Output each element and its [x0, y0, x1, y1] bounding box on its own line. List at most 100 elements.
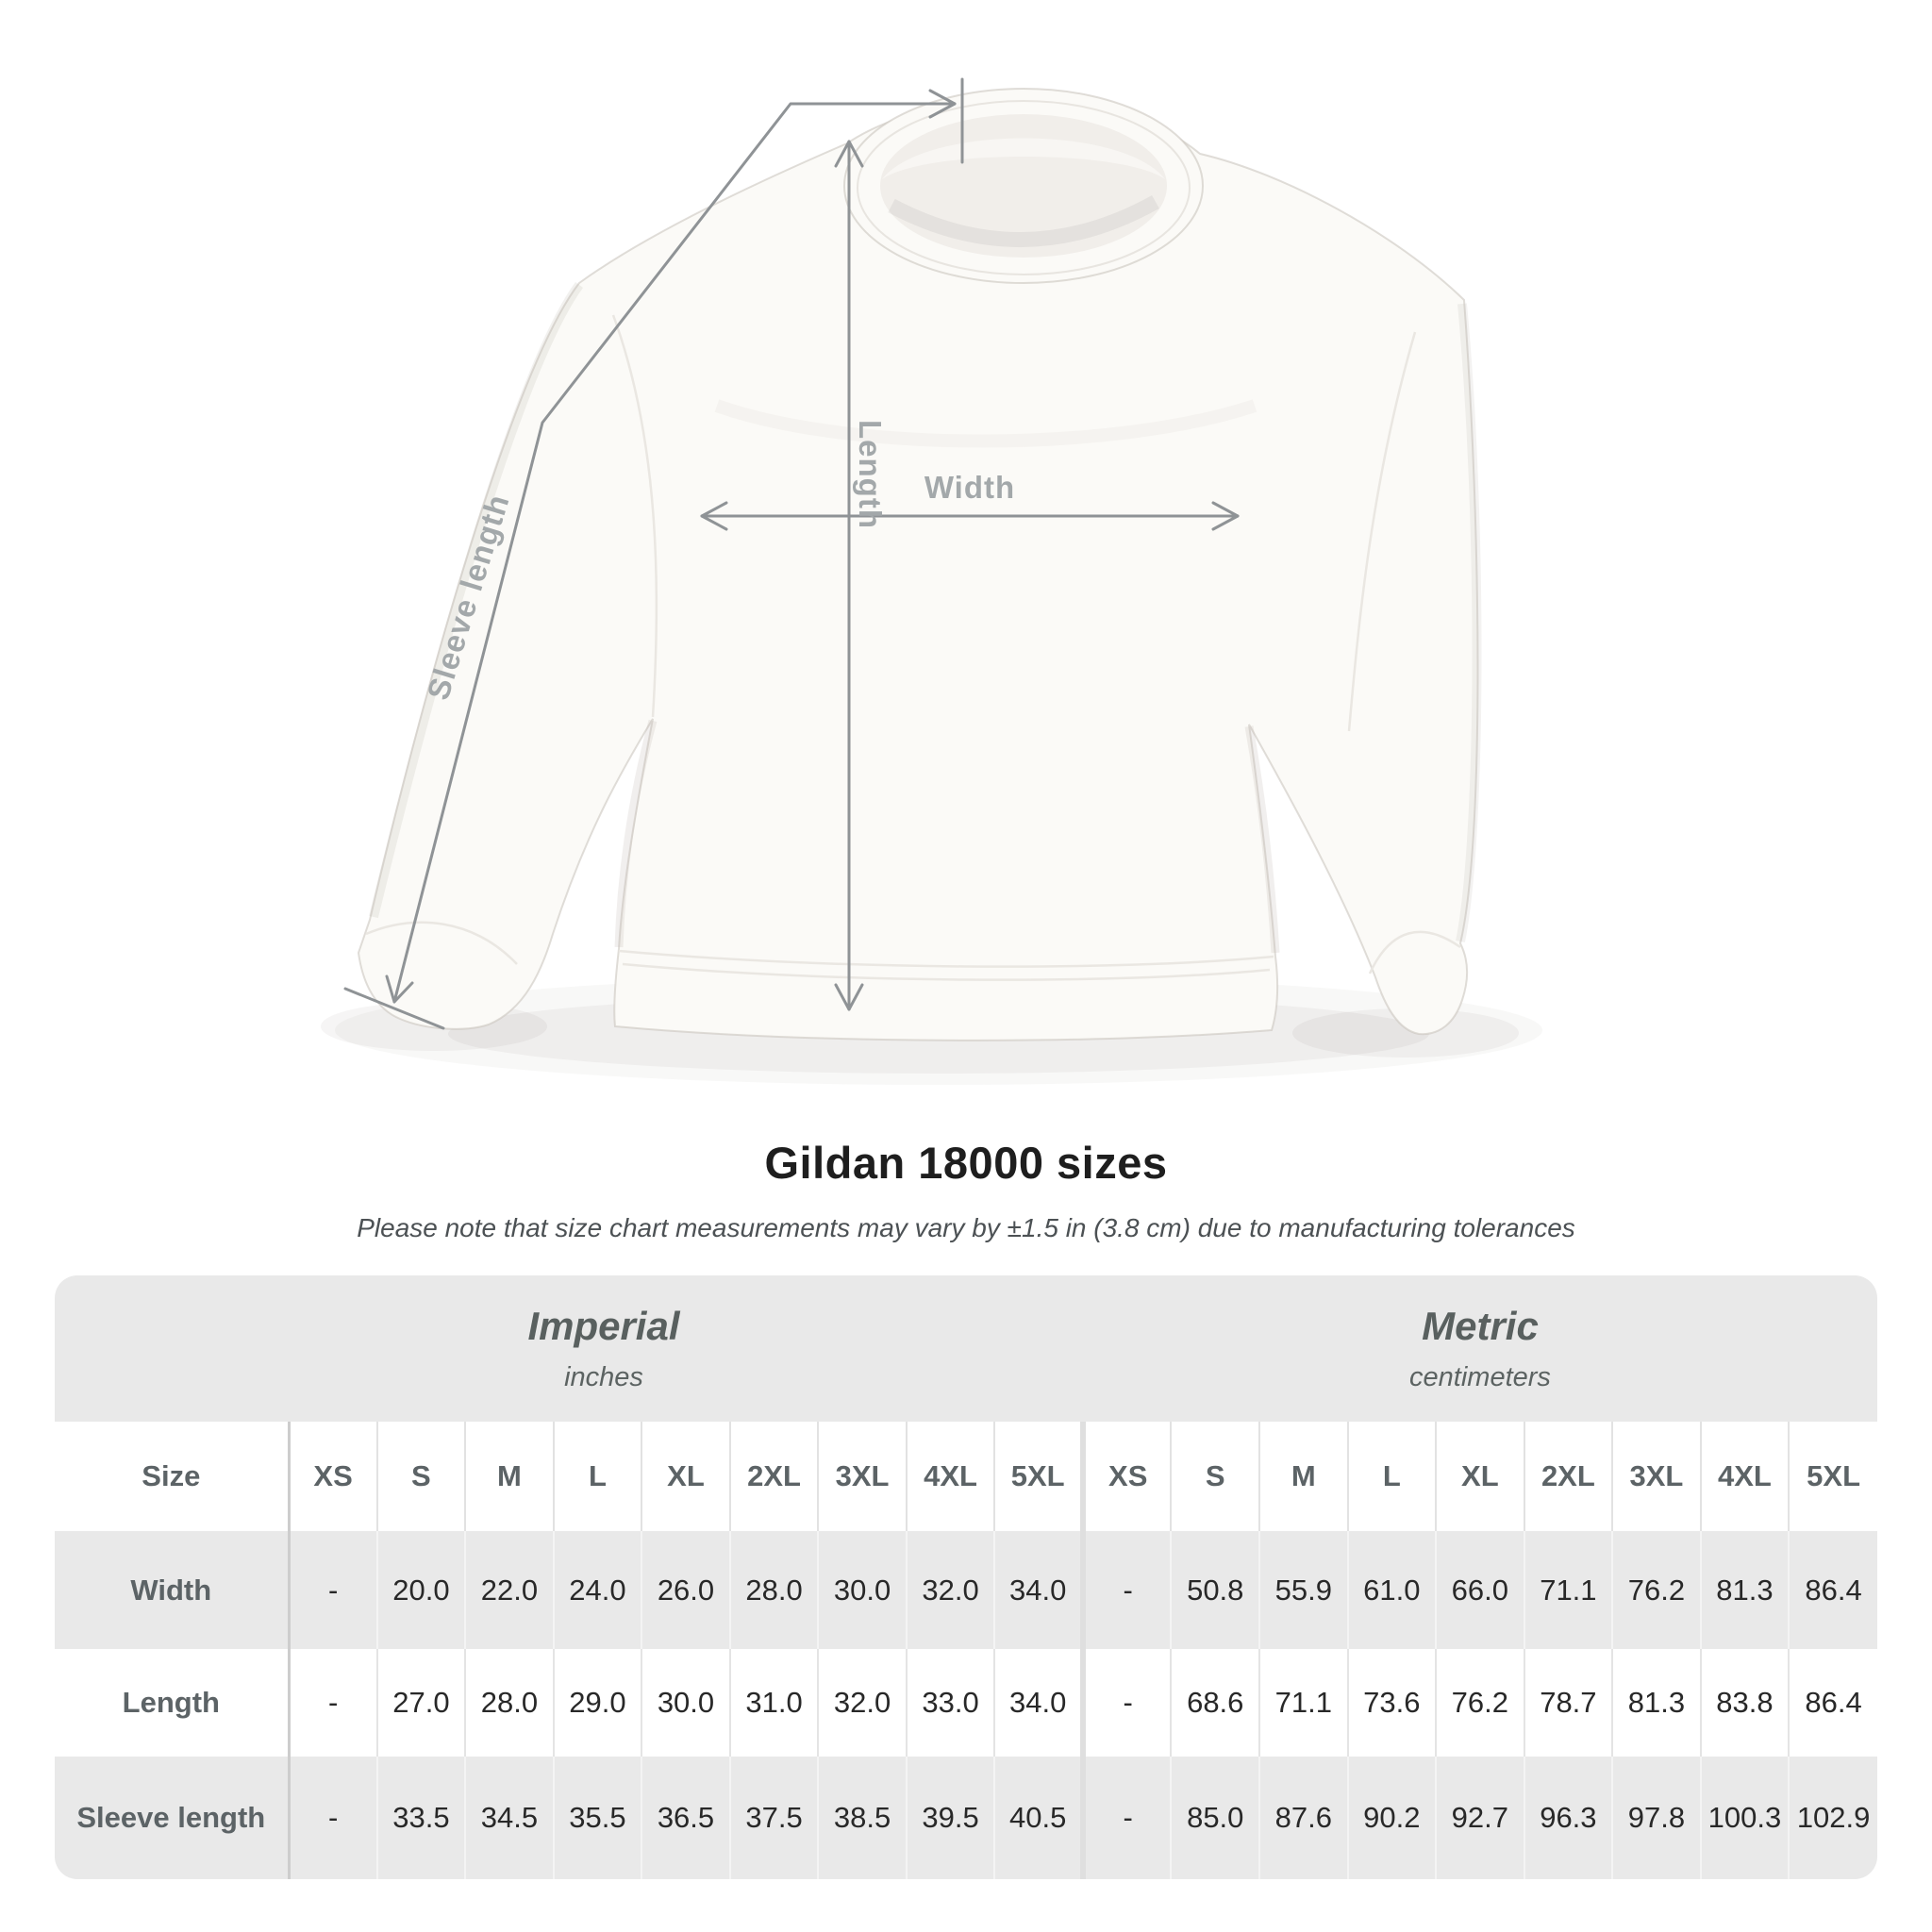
size-col-metric: S	[1170, 1422, 1260, 1531]
sleeve-imperial-value: 36.5	[641, 1757, 730, 1879]
length-row: Length - 27.0 28.0 29.0 30.0 31.0 32.0 3…	[55, 1649, 1877, 1757]
width-metric-value: 81.3	[1699, 1531, 1790, 1649]
sleeve-metric-value: 85.0	[1170, 1757, 1260, 1879]
sleeve-metric-value: 97.8	[1611, 1757, 1701, 1879]
width-imperial-value: 34.0	[993, 1531, 1083, 1649]
sleeve-dimension-line	[343, 77, 964, 1030]
length-imperial-value: 27.0	[375, 1649, 466, 1757]
size-col-imperial: 2XL	[728, 1422, 819, 1531]
width-dimension-line	[700, 501, 1240, 531]
width-metric-value: 66.0	[1435, 1531, 1524, 1649]
size-col-metric: M	[1258, 1422, 1348, 1531]
sleeve-imperial-value: 40.5	[993, 1757, 1083, 1879]
metric-sublabel: centimeters	[1409, 1362, 1551, 1392]
imperial-sublabel: inches	[564, 1362, 643, 1392]
width-imperial-value: 30.0	[817, 1531, 907, 1649]
garment-seams	[365, 314, 1461, 981]
size-col-imperial: L	[552, 1422, 642, 1531]
sleeve-imperial-value: 35.5	[552, 1757, 642, 1879]
unit-header-row: Imperial inches Metric centimeters	[55, 1275, 1877, 1422]
length-metric-value: 76.2	[1435, 1649, 1524, 1757]
size-col-imperial: 3XL	[817, 1422, 907, 1531]
width-imperial-value: 26.0	[641, 1531, 730, 1649]
length-metric-value: 68.6	[1170, 1649, 1260, 1757]
size-col-imperial: 5XL	[993, 1422, 1083, 1531]
length-imperial-value: 31.0	[728, 1649, 819, 1757]
width-metric-value: 71.1	[1523, 1531, 1613, 1649]
sleeve-imperial-value: 38.5	[817, 1757, 907, 1879]
width-metric-value: 50.8	[1170, 1531, 1260, 1649]
width-row: Width - 20.0 22.0 24.0 26.0 28.0 30.0 32…	[55, 1531, 1877, 1649]
width-label: Width	[924, 470, 1015, 505]
tolerance-note: Please note that size chart measurements…	[357, 1213, 1575, 1242]
size-chart: Imperial inches Metric centimeters Size …	[55, 1275, 1877, 1879]
length-metric-value: 71.1	[1258, 1649, 1348, 1757]
size-col-imperial: S	[375, 1422, 466, 1531]
length-metric-value: 81.3	[1611, 1649, 1701, 1757]
sleeve-metric-value: 100.3	[1699, 1757, 1790, 1879]
size-col-metric: 3XL	[1611, 1422, 1701, 1531]
size-col-metric: L	[1346, 1422, 1437, 1531]
width-metric-value: 61.0	[1346, 1531, 1437, 1649]
length-imperial-value: 33.0	[905, 1649, 995, 1757]
sleeve-metric-value: 92.7	[1435, 1757, 1524, 1879]
sleeve-metric-value: 90.2	[1346, 1757, 1437, 1879]
sleeve-imperial-value: -	[287, 1757, 377, 1879]
width-metric-value: -	[1079, 1531, 1172, 1649]
sleeve-imperial-value: 39.5	[905, 1757, 995, 1879]
imperial-header: Imperial inches	[55, 1275, 1083, 1422]
dimension-lines	[343, 77, 1240, 1030]
metric-label: Metric	[1422, 1304, 1539, 1348]
size-col-imperial: XL	[641, 1422, 730, 1531]
size-header-row: Size XS S M L XL 2XL 3XL 4XL 5XL XS S M …	[55, 1422, 1877, 1531]
sleeve-imperial-value: 34.5	[464, 1757, 554, 1879]
length-imperial-value: 29.0	[552, 1649, 642, 1757]
size-col-metric: 5XL	[1788, 1422, 1877, 1531]
length-imperial-value: 28.0	[464, 1649, 554, 1757]
length-imperial-value: 32.0	[817, 1649, 907, 1757]
garment-shading	[369, 282, 1482, 954]
sleeve-metric-value: 102.9	[1788, 1757, 1877, 1879]
width-row-label: Width	[55, 1531, 290, 1649]
sleeve-length-row: Sleeve length - 33.5 34.5 35.5 36.5 37.5…	[55, 1757, 1877, 1879]
sleeve-imperial-value: 33.5	[375, 1757, 466, 1879]
length-metric-value: 78.7	[1523, 1649, 1613, 1757]
page-title: Gildan 18000 sizes	[764, 1138, 1168, 1188]
sweatshirt-collar	[843, 88, 1204, 284]
size-col-metric: XS	[1079, 1422, 1172, 1531]
length-metric-value: -	[1079, 1649, 1172, 1757]
length-dimension-line	[834, 140, 864, 1011]
sleeve-imperial-value: 37.5	[728, 1757, 819, 1879]
metric-header: Metric centimeters	[1082, 1275, 1877, 1422]
size-header-cell: Size	[55, 1422, 290, 1531]
length-label: Length	[853, 420, 888, 529]
width-imperial-value: 20.0	[375, 1531, 466, 1649]
size-col-imperial: 4XL	[905, 1422, 995, 1531]
size-col-metric: 2XL	[1523, 1422, 1613, 1531]
length-metric-value: 73.6	[1346, 1649, 1437, 1757]
sleeve-metric-value: 96.3	[1523, 1757, 1613, 1879]
width-imperial-value: 32.0	[905, 1531, 995, 1649]
sweatshirt-body	[357, 99, 1479, 1041]
sleeve-row-label: Sleeve length	[55, 1757, 290, 1879]
imperial-label: Imperial	[527, 1304, 680, 1348]
length-row-label: Length	[55, 1649, 290, 1757]
size-col-metric: 4XL	[1699, 1422, 1790, 1531]
sweatshirt-illustration: Length Width Sleeve length	[343, 77, 1482, 1041]
width-metric-value: 86.4	[1788, 1531, 1877, 1649]
length-metric-value: 83.8	[1699, 1649, 1790, 1757]
length-imperial-value: 34.0	[993, 1649, 1083, 1757]
length-imperial-value: -	[287, 1649, 377, 1757]
size-col-imperial: XS	[287, 1422, 377, 1531]
width-metric-value: 55.9	[1258, 1531, 1348, 1649]
size-col-metric: XL	[1435, 1422, 1524, 1531]
length-metric-value: 86.4	[1788, 1649, 1877, 1757]
width-imperial-value: 28.0	[728, 1531, 819, 1649]
width-imperial-value: 22.0	[464, 1531, 554, 1649]
sleeve-metric-value: 87.6	[1258, 1757, 1348, 1879]
length-imperial-value: 30.0	[641, 1649, 730, 1757]
width-imperial-value: -	[287, 1531, 377, 1649]
width-metric-value: 76.2	[1611, 1531, 1701, 1649]
size-col-imperial: M	[464, 1422, 554, 1531]
